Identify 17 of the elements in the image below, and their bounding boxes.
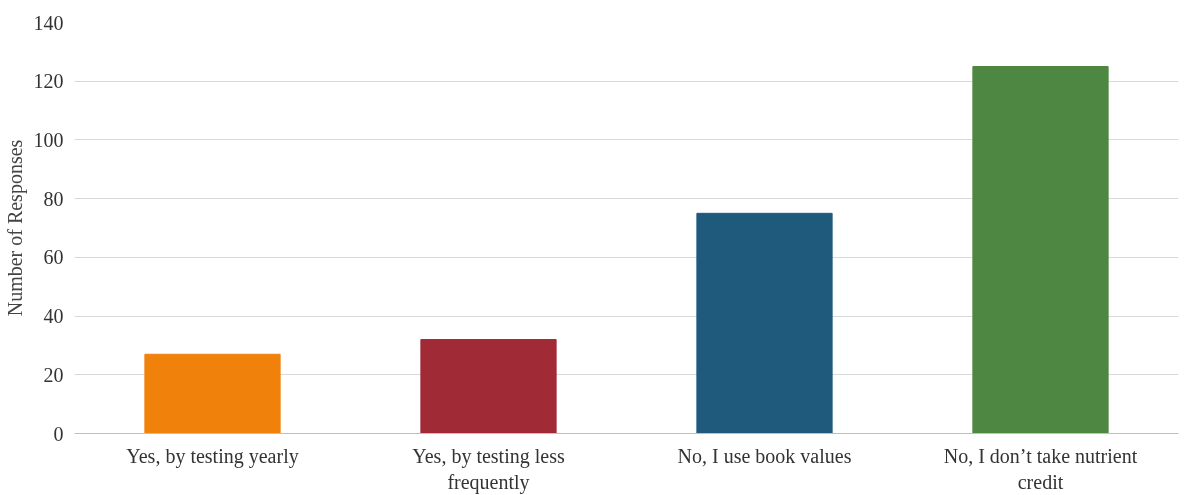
y-tick-label: 0 [53,422,64,445]
bar [972,66,1109,434]
y-tick-label: 60 [43,246,64,269]
y-tick-label: 20 [43,363,64,386]
x-tick-label: Yes, by testing less frequently [412,444,565,494]
x-tick-label: No, I don’t take nutrient credit [943,444,1138,493]
bar [696,212,833,434]
y-tick-label: 80 [43,187,64,210]
y-axis-title: Number of Responses [3,139,27,317]
x-tick-label: Yes, by testing yearly [126,444,299,468]
x-tick-label: No, I use book values [677,444,852,467]
y-tick-label: 100 [33,128,64,151]
y-tick-label: 120 [33,70,64,93]
bar [420,339,557,434]
y-tick-label: 40 [43,305,64,328]
y-tick-label: 140 [33,11,64,34]
bar [144,353,281,434]
